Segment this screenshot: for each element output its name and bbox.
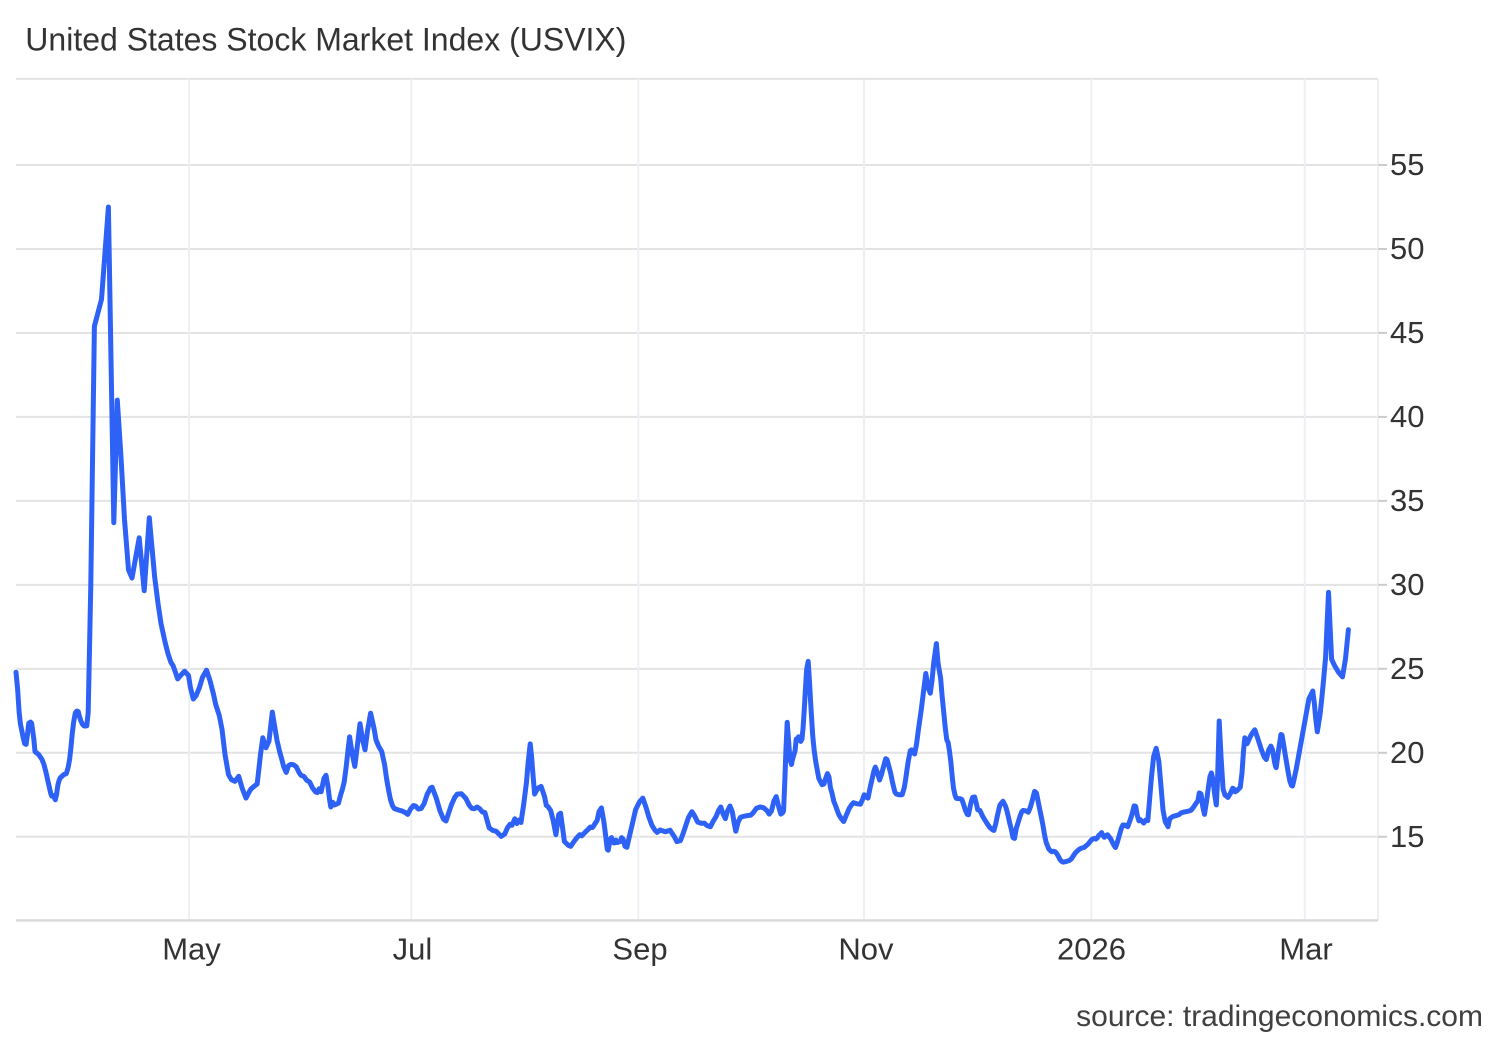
- svg-text:May: May: [162, 932, 221, 967]
- svg-text:2026: 2026: [1057, 932, 1126, 967]
- svg-text:40: 40: [1390, 399, 1424, 434]
- svg-text:Nov: Nov: [838, 932, 894, 967]
- svg-text:United States Stock Market Ind: United States Stock Market Index (USVIX): [25, 22, 626, 58]
- svg-text:source: tradingeconomics.com: source: tradingeconomics.com: [1076, 1000, 1483, 1033]
- svg-text:30: 30: [1390, 567, 1424, 602]
- svg-text:50: 50: [1390, 231, 1424, 266]
- svg-text:25: 25: [1390, 651, 1424, 686]
- svg-text:Mar: Mar: [1279, 932, 1332, 967]
- svg-text:Sep: Sep: [612, 932, 667, 967]
- svg-text:15: 15: [1390, 819, 1424, 854]
- svg-text:55: 55: [1390, 147, 1424, 182]
- svg-text:45: 45: [1390, 315, 1424, 350]
- svg-text:20: 20: [1390, 735, 1424, 770]
- svg-text:35: 35: [1390, 483, 1424, 518]
- svg-text:Jul: Jul: [393, 932, 433, 967]
